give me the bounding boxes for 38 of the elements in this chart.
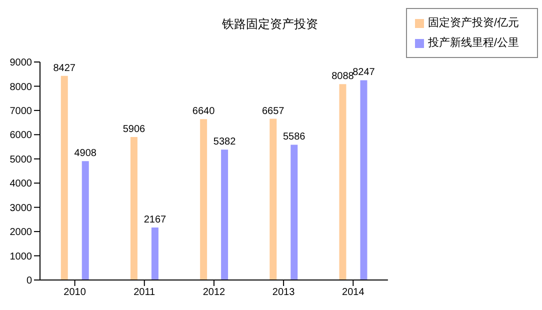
y-tick-label: 4000 bbox=[10, 178, 32, 190]
data-label: 5906 bbox=[122, 124, 146, 135]
data-label: 6657 bbox=[262, 106, 285, 117]
y-tick-label: 0 bbox=[26, 276, 32, 287]
bar bbox=[270, 118, 277, 280]
bar bbox=[82, 161, 89, 280]
legend-label: 投产新线里程/公里 bbox=[428, 37, 519, 49]
data-label: 8427 bbox=[53, 62, 76, 74]
y-tick-label: 6000 bbox=[10, 130, 32, 142]
y-tick-label: 3000 bbox=[10, 202, 32, 214]
bar bbox=[290, 144, 298, 280]
x-tick-label: 2012 bbox=[202, 287, 226, 298]
x-tick-label: 2010 bbox=[64, 287, 86, 298]
y-tick-label: 1000 bbox=[10, 251, 32, 262]
data-label: 8247 bbox=[352, 67, 376, 78]
chart-title: 铁路固定资产投资 bbox=[221, 16, 319, 33]
data-label: 6640 bbox=[192, 106, 216, 118]
data-label: 4908 bbox=[74, 148, 97, 160]
y-tick-label: 2000 bbox=[10, 227, 32, 238]
bar bbox=[60, 76, 68, 280]
bar bbox=[221, 150, 228, 280]
data-label: 8088 bbox=[332, 71, 354, 82]
bar bbox=[360, 80, 368, 280]
x-tick-label: 2013 bbox=[272, 287, 296, 298]
y-tick-label: 8000 bbox=[10, 82, 32, 93]
legend-label: 固定资产投资/亿元 bbox=[428, 17, 519, 29]
data-label: 5382 bbox=[213, 136, 236, 148]
y-tick-label: 9000 bbox=[10, 58, 32, 69]
bar bbox=[130, 136, 138, 280]
data-label: 5586 bbox=[283, 132, 306, 143]
x-tick-label: 2011 bbox=[134, 287, 156, 298]
bar bbox=[339, 84, 346, 280]
bar bbox=[200, 119, 208, 280]
x-tick-label: 2014 bbox=[342, 287, 365, 298]
data-label: 2167 bbox=[144, 214, 167, 226]
bar bbox=[151, 228, 158, 280]
y-tick-label: 7000 bbox=[10, 106, 32, 117]
y-tick-label: 5000 bbox=[10, 154, 32, 166]
